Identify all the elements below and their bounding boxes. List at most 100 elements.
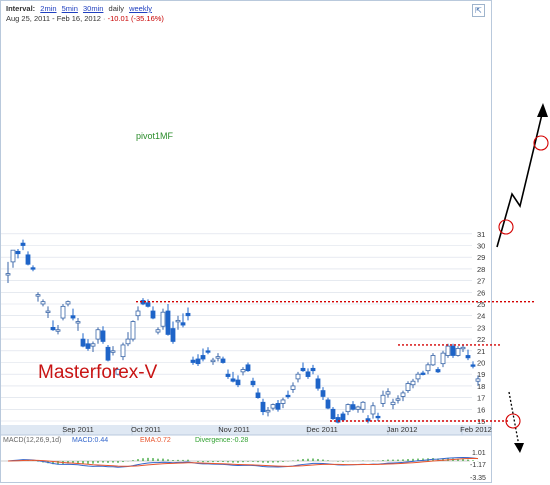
candle — [195, 354, 201, 367]
candle — [295, 371, 301, 383]
interval-label: Interval: — [6, 4, 36, 13]
candles — [5, 239, 481, 424]
y-tick-label: 31 — [477, 230, 485, 239]
y-tick-label: 20 — [477, 359, 485, 368]
macd-label-bottom: -3.35 — [470, 475, 486, 482]
candle — [90, 341, 96, 352]
candle — [70, 308, 76, 321]
x-tick-label: Oct 2011 — [131, 425, 161, 434]
price-change: -10.01 (-35.16%) — [107, 14, 164, 23]
candle — [75, 318, 81, 331]
candle — [215, 353, 221, 362]
date-axis: Sep 2011 Oct 2011 Nov 2011 Dec 2011 Jan 2012… — [62, 425, 492, 435]
candle — [310, 364, 316, 375]
x-tick-label: Dec 2011 — [306, 425, 338, 434]
candle — [455, 346, 461, 357]
candle — [300, 362, 306, 372]
candle — [120, 342, 126, 361]
candle — [305, 368, 311, 379]
candle — [220, 356, 226, 364]
candle — [390, 398, 396, 410]
candle — [360, 401, 366, 413]
candle — [175, 315, 181, 330]
candle — [50, 320, 56, 331]
price-axis: 15 16 17 18 19 20 21 22 23 24 25 26 27 28 29 30 31 — [477, 230, 485, 426]
x-tick-label: Sep 2011 — [62, 425, 94, 434]
candle — [470, 361, 476, 369]
y-tick-label: 22 — [477, 335, 485, 344]
macd-value: MACD:0.44 — [72, 437, 108, 444]
circle-level-3 — [505, 413, 521, 429]
candle — [440, 350, 446, 368]
scenario-down-arrow — [508, 391, 524, 453]
candle — [240, 367, 246, 376]
candle — [465, 349, 471, 361]
interval-5min-link[interactable]: 5min — [61, 4, 78, 13]
circle-level-2 — [498, 219, 514, 235]
candle — [5, 261, 11, 283]
candle — [105, 344, 111, 362]
y-tick-label: 16 — [477, 405, 485, 414]
candle — [320, 387, 326, 400]
candle — [15, 249, 21, 259]
candle — [370, 402, 376, 419]
candle — [35, 292, 41, 302]
candle — [425, 362, 431, 375]
candle — [200, 348, 206, 362]
zoom-button[interactable]: ⇱ — [472, 4, 485, 17]
interval-30min-link[interactable]: 30min — [83, 4, 104, 13]
candle — [210, 357, 216, 365]
circle-level-1 — [533, 135, 549, 151]
candle — [115, 368, 121, 376]
date-range: Aug 25, 2011 - Feb 16, 2012 — [6, 14, 101, 23]
ema-value: EMA:0.72 — [140, 437, 171, 444]
y-tick-label: 29 — [477, 253, 485, 262]
candle — [125, 332, 131, 347]
y-tick-label: 17 — [477, 394, 485, 403]
candle — [230, 371, 236, 383]
candle — [415, 371, 421, 383]
candle — [280, 397, 286, 409]
candle — [85, 339, 91, 351]
candle — [60, 304, 66, 321]
candle — [205, 347, 211, 355]
candle — [275, 399, 281, 412]
y-tick-label: 15 — [477, 417, 485, 426]
range-row: Aug 25, 2011 - Feb 16, 2012 · -10.01 (-3… — [6, 14, 164, 23]
x-tick-label: Nov 2011 — [218, 425, 250, 434]
ema-line — [7, 457, 479, 467]
level-circles — [498, 135, 549, 429]
candle — [155, 327, 161, 335]
candle — [375, 412, 381, 421]
interval-2min-link[interactable]: 2min — [40, 4, 57, 13]
candle — [95, 327, 101, 344]
candle — [135, 306, 141, 321]
interval-row: Interval: 2min 5min 30min daily weekly — [6, 4, 164, 14]
candle — [180, 313, 186, 328]
y-tick-label: 19 — [477, 370, 485, 379]
candle — [40, 299, 46, 307]
candle — [250, 377, 256, 388]
candle — [30, 265, 36, 272]
candle — [330, 406, 336, 420]
candle — [445, 343, 451, 358]
divergence-value: Divergence:-0.28 — [195, 437, 248, 444]
y-tick-label: 23 — [477, 323, 485, 332]
interval-weekly-link[interactable]: weekly — [129, 4, 152, 13]
candle — [400, 390, 406, 402]
macd-label-top: 1.01 — [472, 450, 486, 457]
pivot-label: pivot1MF — [136, 131, 174, 141]
candle — [395, 395, 401, 404]
candle — [170, 321, 176, 344]
candle — [130, 320, 136, 342]
candle — [185, 307, 191, 321]
y-tick-label: 24 — [477, 312, 485, 321]
macd-line — [7, 456, 479, 468]
candle — [285, 390, 291, 399]
macd-label-mid: -1.17 — [470, 462, 486, 469]
candle — [190, 356, 196, 365]
candle — [430, 353, 436, 367]
candle — [110, 346, 116, 356]
candle — [365, 415, 371, 424]
